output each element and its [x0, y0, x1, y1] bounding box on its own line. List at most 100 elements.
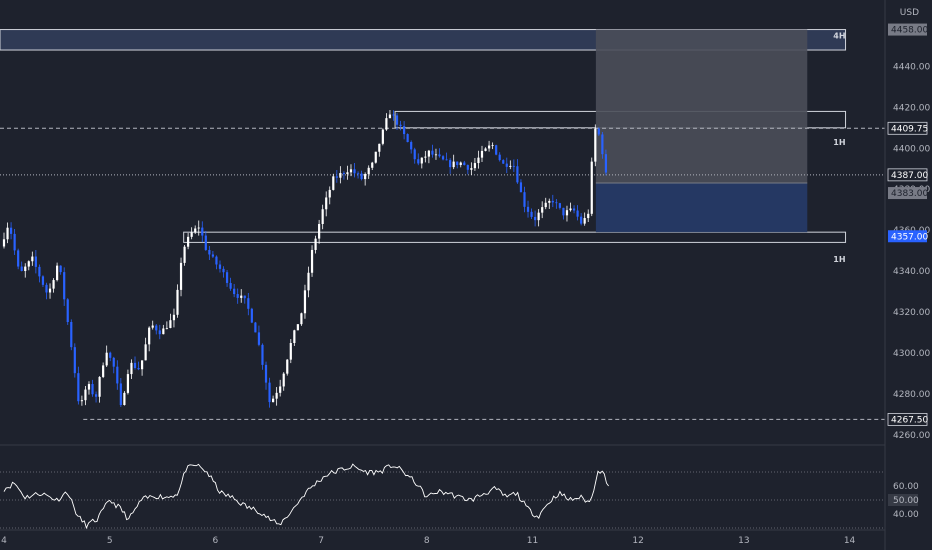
- candle-body: [353, 169, 356, 174]
- price-tag-label: 4458.00: [891, 26, 928, 36]
- candle-body: [119, 383, 122, 406]
- candle-body: [13, 233, 16, 251]
- candle-body: [491, 145, 494, 147]
- price-tag-box: [887, 413, 928, 426]
- candle-body: [565, 210, 569, 216]
- candle-body: [137, 368, 140, 370]
- candle-body: [45, 284, 48, 293]
- candle-body: [466, 165, 469, 170]
- time-axis[interactable]: 4 5 6 7 8 11 12 13 14: [1, 536, 855, 546]
- candle-body: [165, 327, 168, 329]
- candle-body: [438, 154, 441, 157]
- candle-body: [293, 330, 296, 344]
- candle-body: [335, 176, 338, 178]
- time-tick-label: 4: [1, 536, 7, 546]
- candle-body: [310, 249, 314, 273]
- candle-body: [523, 192, 526, 207]
- candle-body: [144, 344, 147, 361]
- candle-body: [374, 151, 377, 163]
- candle-body: [346, 172, 349, 174]
- price-tag-box: [888, 230, 927, 243]
- candle-body: [9, 227, 13, 234]
- candle-body: [597, 128, 600, 135]
- zone-label: 1H: [833, 255, 845, 264]
- zone-label: 1H: [833, 138, 845, 147]
- candle-body: [473, 163, 477, 169]
- candle-body: [6, 227, 9, 240]
- candle-body: [194, 228, 197, 233]
- candle-body: [484, 148, 487, 151]
- candle-body: [537, 212, 540, 221]
- candle-body: [66, 299, 69, 323]
- candle-body: [410, 142, 413, 150]
- candle-body: [424, 156, 427, 158]
- candle-body: [250, 308, 253, 323]
- rsi-current-tag: [888, 494, 918, 506]
- candle-body: [487, 145, 491, 149]
- candle-body: [406, 134, 409, 143]
- candle-body: [264, 364, 268, 383]
- time-tick-label: 13: [738, 536, 749, 546]
- candle-body: [261, 344, 264, 365]
- candle-body: [63, 272, 66, 300]
- candle-body: [275, 392, 278, 399]
- candle-body: [477, 157, 480, 164]
- candle-body: [388, 114, 392, 119]
- candle-body: [233, 288, 236, 295]
- candle-body: [555, 202, 558, 204]
- candle-body: [601, 134, 604, 155]
- candle-body: [395, 115, 399, 125]
- candle-body: [48, 288, 52, 293]
- candle-body: [381, 129, 384, 144]
- candle-body: [300, 313, 303, 325]
- candle-body: [179, 262, 183, 290]
- candle-body: [218, 264, 222, 269]
- candle-body: [495, 145, 498, 155]
- candle-body: [268, 382, 271, 403]
- price-tag-box: [888, 23, 927, 36]
- candle-body: [91, 384, 94, 395]
- candle-body: [321, 209, 324, 225]
- candle-body: [534, 216, 537, 221]
- price-tag-box: [888, 187, 927, 200]
- candle-body: [123, 392, 126, 406]
- candle-body: [307, 272, 310, 291]
- candle-body: [158, 330, 161, 335]
- candle-body: [2, 239, 6, 247]
- candle-body: [105, 352, 108, 366]
- candle-body: [208, 249, 211, 255]
- candle-body: [38, 266, 41, 277]
- candle-body: [187, 236, 190, 247]
- candle-body: [286, 359, 289, 374]
- candle-body: [441, 156, 445, 160]
- candle-body: [247, 298, 250, 309]
- candle-body: [449, 160, 452, 168]
- candle-body: [102, 365, 105, 377]
- candle-body: [434, 154, 438, 156]
- candle-body: [480, 150, 484, 158]
- candle-body: [378, 143, 381, 152]
- candle-body: [162, 328, 165, 335]
- candle-body: [257, 332, 261, 345]
- horizontal-lines-layer: [0, 127, 885, 420]
- price-tag-label: 4387.00: [891, 171, 928, 181]
- target-zone: [595, 29, 808, 184]
- candle-body: [339, 172, 342, 178]
- candle-body: [73, 347, 76, 374]
- candle-body: [243, 295, 246, 299]
- candle-body: [80, 400, 83, 402]
- candle-body: [367, 167, 370, 175]
- candle-body: [296, 324, 299, 331]
- candle-body: [282, 373, 285, 387]
- candle-body: [509, 165, 512, 167]
- price-tick-label: 4280.00: [893, 390, 930, 400]
- price-tag-label: 4409.75: [891, 124, 928, 134]
- candle-body: [190, 232, 193, 237]
- candle-body: [94, 394, 98, 397]
- candle-body: [604, 154, 608, 173]
- candle-body: [385, 118, 388, 130]
- candle-body: [583, 218, 586, 224]
- candle-body: [211, 254, 215, 257]
- price-tag-label: 4357.00: [891, 232, 928, 242]
